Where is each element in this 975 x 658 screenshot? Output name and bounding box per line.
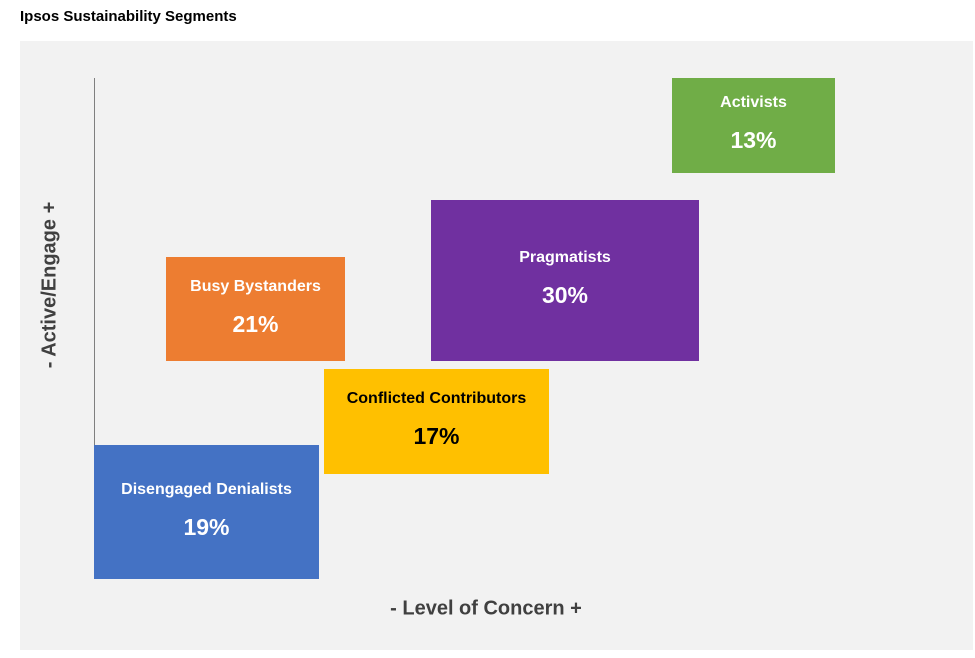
segment-pragmatists: Pragmatists 30% (431, 200, 699, 361)
segment-name: Pragmatists (519, 249, 611, 266)
segment-name: Busy Bystanders (190, 277, 321, 295)
segment-name: Disengaged Denialists (121, 480, 292, 498)
segment-name: Conflicted Contributors (346, 390, 527, 407)
segment-percent: 19% (183, 513, 230, 540)
y-axis-line (94, 78, 95, 448)
segment-percent: 13% (730, 127, 777, 153)
y-axis-label: - Active/Engage + (38, 201, 61, 369)
segment-conflicted-contributors: Conflicted Contributors 17% (324, 369, 549, 474)
x-axis-label: - Level of Concern + (390, 597, 582, 620)
segment-percent: 30% (541, 282, 589, 308)
segment-disengaged-denialists: Disengaged Denialists 19% (94, 445, 319, 579)
segment-percent: 17% (413, 423, 460, 449)
segment-busy-bystanders: Busy Bystanders 21% (166, 257, 345, 361)
chart-title: Ipsos Sustainability Segments (20, 8, 237, 25)
segment-name: Activists (720, 94, 787, 111)
segment-activists: Activists 13% (672, 78, 835, 173)
segment-percent: 21% (232, 310, 279, 337)
